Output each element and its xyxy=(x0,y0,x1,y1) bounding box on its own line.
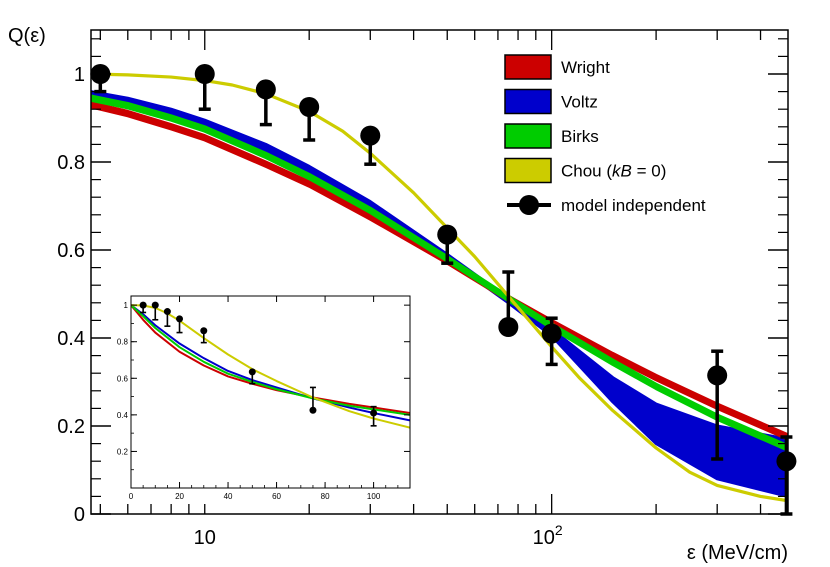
legend-model-independent-label: model independent xyxy=(561,196,706,215)
legend-chou-kb-0: Chou (kB = 0) xyxy=(504,157,666,184)
legend-voltz: Voltz xyxy=(504,88,598,115)
inset-data-point-6 xyxy=(248,368,256,385)
legend-voltz-swatch xyxy=(504,88,552,115)
inset-data-point-8 xyxy=(370,405,378,427)
inset-background xyxy=(113,283,415,504)
inset-data-point-1 xyxy=(139,301,147,314)
data-marker xyxy=(255,79,276,100)
inset-data-point-5 xyxy=(200,327,208,344)
legend-birks: Birks xyxy=(504,123,599,149)
data-point-8 xyxy=(541,316,562,367)
y-tick-label: 0.6 xyxy=(57,240,85,262)
data-point-6 xyxy=(437,224,458,265)
legend-label-part: Chou ( xyxy=(561,162,612,181)
inset-frame xyxy=(130,295,411,489)
inset-data-marker xyxy=(248,368,256,376)
legend-model-independent: model independent xyxy=(507,195,706,215)
inset-x-tick-label: 40 xyxy=(224,492,233,501)
data-point-5 xyxy=(360,125,381,166)
inset-data-point-7 xyxy=(309,386,317,414)
data-marker xyxy=(299,97,320,117)
y-tick-label: 1 xyxy=(74,64,85,86)
legend-voltz-label: Voltz xyxy=(561,93,598,112)
inset-x-tick-label: 0 xyxy=(129,492,134,501)
legend-wright: Wright xyxy=(504,54,610,80)
inset-x-tick-label: 20 xyxy=(175,492,184,501)
data-point-3 xyxy=(255,79,276,127)
inset-data-marker xyxy=(139,301,147,309)
y-tick-label: 0 xyxy=(74,504,85,526)
x-axis-title: ε (MeV/cm) xyxy=(687,542,788,564)
data-point-7 xyxy=(498,270,519,337)
inset-data-point-2 xyxy=(151,301,159,321)
inset-data-point-4 xyxy=(176,315,184,334)
data-marker xyxy=(437,224,458,245)
data-marker xyxy=(194,64,215,84)
legend-model-independent-marker xyxy=(519,195,539,215)
inset-y-tick-label: 1 xyxy=(124,301,129,310)
data-point-2 xyxy=(194,64,215,111)
y-tick-label: 0.8 xyxy=(57,152,85,174)
series-birks-band xyxy=(91,94,788,452)
data-marker xyxy=(707,365,728,386)
legend: Wright Voltz Birks Chou (kB = 0) model indep… xyxy=(504,54,706,215)
y-tick-label: 0.4 xyxy=(57,328,85,350)
inset-data-marker xyxy=(309,406,317,414)
legend-chou-kb-0-label: Chou (kB = 0) xyxy=(561,162,666,181)
legend-wright-swatch xyxy=(504,54,552,80)
inset-data-marker xyxy=(176,315,184,323)
series-wright-band xyxy=(91,101,788,441)
inset-x-tick-label: 80 xyxy=(321,492,330,501)
inset-series-voltz xyxy=(131,304,410,422)
inset-y-tick-label: 0.4 xyxy=(117,411,129,420)
inset-data-marker xyxy=(151,301,159,309)
y-axis-title: Q(ε) xyxy=(8,25,46,47)
data-point-4 xyxy=(299,97,320,142)
inset-data-marker xyxy=(163,308,171,316)
legend-birks-swatch xyxy=(504,123,552,149)
inset-series-wright xyxy=(131,304,410,415)
inset-y-tick-label: 0.2 xyxy=(117,447,129,456)
x-tick-label: 10 xyxy=(194,527,216,549)
main-frame xyxy=(90,29,789,515)
legend-chou-kb-0-swatch xyxy=(504,157,552,184)
inset-x-tick-label: 100 xyxy=(367,492,381,501)
inset-series-birks xyxy=(131,304,410,416)
legend-birks-label: Birks xyxy=(561,127,599,146)
inset-x-tick-label: 60 xyxy=(272,492,281,501)
inset-data-point-3 xyxy=(163,308,171,327)
inset-plot: 0.2 0.4 0.6 0.8 1 0 20 40 60 80 100 xyxy=(113,283,415,504)
data-marker xyxy=(498,317,519,337)
legend-label-part: kB xyxy=(612,162,632,181)
data-marker xyxy=(360,125,381,146)
legend-wright-label: Wright xyxy=(561,58,610,77)
data-marker xyxy=(541,323,562,344)
inset-y-tick-label: 0.8 xyxy=(117,338,129,347)
x-tick-exponent: 2 xyxy=(555,522,563,538)
inset-data-marker xyxy=(370,409,378,417)
inset-data-marker xyxy=(200,327,208,335)
y-tick-label: 0.2 xyxy=(57,416,85,438)
data-point-9 xyxy=(707,349,728,461)
inset-y-tick-label: 0.6 xyxy=(117,374,129,383)
legend-label-part: = 0) xyxy=(632,162,667,181)
